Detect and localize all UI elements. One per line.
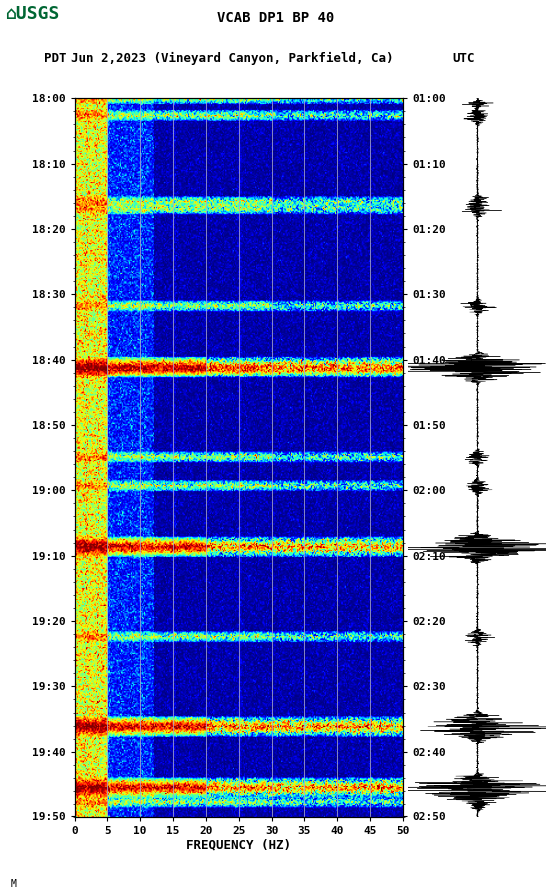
- X-axis label: FREQUENCY (HZ): FREQUENCY (HZ): [186, 839, 291, 852]
- Text: Jun 2,2023 (Vineyard Canyon, Parkfield, Ca): Jun 2,2023 (Vineyard Canyon, Parkfield, …: [71, 52, 393, 64]
- Text: VCAB DP1 BP 40: VCAB DP1 BP 40: [217, 12, 335, 25]
- Text: ⌂USGS: ⌂USGS: [6, 4, 60, 22]
- Text: Μ: Μ: [11, 879, 17, 889]
- Text: PDT: PDT: [44, 52, 67, 64]
- Text: UTC: UTC: [453, 52, 475, 64]
